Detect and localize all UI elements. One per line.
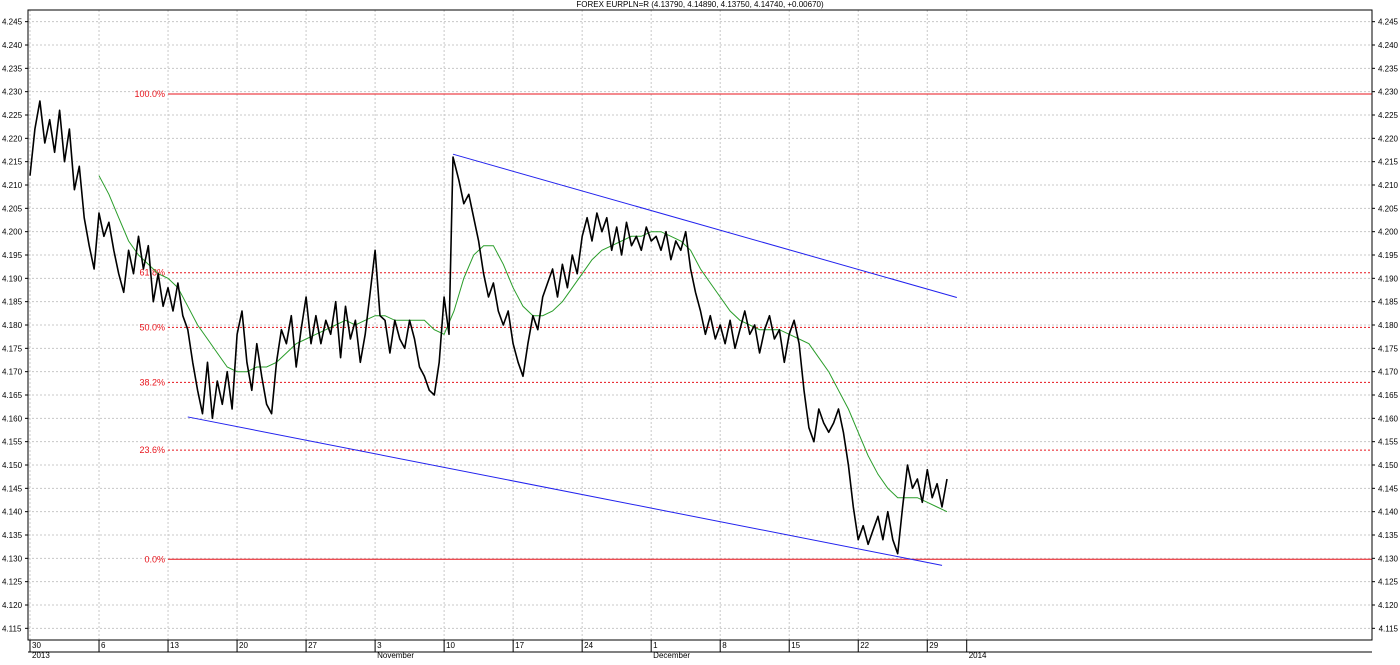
y-tick-label-right: 4.215 (1378, 158, 1399, 167)
y-tick-label-left: 4.170 (2, 368, 23, 377)
x-tick-label: 13 (170, 641, 179, 650)
y-tick-label-right: 4.165 (1378, 391, 1399, 400)
y-tick-label-right: 4.155 (1378, 438, 1399, 447)
y-tick-label-left: 4.240 (2, 41, 23, 50)
y-tick-label-left: 4.165 (2, 391, 23, 400)
y-tick-label-right: 4.210 (1378, 181, 1399, 190)
y-tick-label-right: 4.150 (1378, 461, 1399, 470)
y-tick-label-left: 4.195 (2, 251, 23, 260)
x-tick-label: 8 (722, 641, 727, 650)
y-tick-label-left: 4.225 (2, 111, 23, 120)
y-tick-label-right: 4.195 (1378, 251, 1399, 260)
y-tick-label-left: 4.175 (2, 344, 23, 353)
y-tick-label-right: 4.120 (1378, 601, 1399, 610)
x-tick-label: 1 (653, 641, 658, 650)
y-tick-label-right: 4.205 (1378, 204, 1399, 213)
y-tick-label-right: 4.235 (1378, 64, 1399, 73)
x-tick-label: 22 (860, 641, 869, 650)
y-tick-label-left: 4.130 (2, 554, 23, 563)
chart-title: FOREX EURPLN=R (4.13790, 4.14890, 4.1375… (576, 0, 824, 9)
y-tick-label-left: 4.220 (2, 134, 23, 143)
x-tick-label: 30 (32, 641, 41, 650)
y-tick-label-left: 4.230 (2, 88, 23, 97)
x-tick-label: 24 (584, 641, 593, 650)
y-tick-label-right: 4.180 (1378, 321, 1399, 330)
y-tick-label-right: 4.140 (1378, 508, 1399, 517)
y-tick-label-right: 4.125 (1378, 578, 1399, 587)
y-tick-label-left: 4.135 (2, 531, 23, 540)
y-tick-label-right: 4.225 (1378, 111, 1399, 120)
y-tick-label-right: 4.135 (1378, 531, 1399, 540)
y-tick-label-right: 4.160 (1378, 414, 1399, 423)
x-tick-sublabel: December (653, 651, 690, 660)
x-tick-label: 3 (377, 641, 382, 650)
y-tick-label-right: 4.145 (1378, 484, 1399, 493)
y-tick-label-left: 4.180 (2, 321, 23, 330)
y-tick-label-right: 4.185 (1378, 298, 1399, 307)
x-tick-label: 17 (515, 641, 524, 650)
y-tick-label-left: 4.210 (2, 181, 23, 190)
x-tick-sublabel: 2013 (32, 651, 50, 660)
y-tick-label-left: 4.125 (2, 578, 23, 587)
y-tick-label-left: 4.115 (2, 624, 22, 633)
y-tick-label-right: 4.115 (1379, 624, 1399, 633)
fib-level-label: 38.2% (139, 377, 165, 387)
y-tick-label-right: 4.200 (1378, 228, 1399, 237)
y-tick-label-left: 4.120 (2, 601, 23, 610)
series-price (29, 100, 948, 555)
x-tick-label: 27 (308, 641, 317, 650)
fib-level-label: 0.0% (144, 554, 165, 564)
x-tick-label: 6 (101, 641, 106, 650)
y-tick-label-right: 4.170 (1378, 368, 1399, 377)
y-tick-label-left: 4.215 (2, 158, 23, 167)
channel-line-lower (187, 416, 943, 566)
y-tick-label-left: 4.200 (2, 228, 23, 237)
x-tick-sublabel: 2014 (969, 651, 987, 660)
y-tick-label-left: 4.205 (2, 204, 23, 213)
y-tick-label-left: 4.155 (2, 438, 23, 447)
x-tick-label: 29 (929, 641, 938, 650)
y-tick-label-right: 4.245 (1378, 18, 1399, 27)
y-tick-label-left: 4.190 (2, 274, 23, 283)
y-tick-label-right: 4.240 (1378, 41, 1399, 50)
x-tick-label: 10 (446, 641, 455, 650)
x-tick-sublabel: November (377, 651, 414, 660)
fib-level-label: 100.0% (134, 89, 165, 99)
y-tick-label-right: 4.190 (1378, 274, 1399, 283)
fib-level-label: 23.6% (139, 445, 165, 455)
y-tick-label-left: 4.185 (2, 298, 23, 307)
y-tick-label-right: 4.230 (1378, 88, 1399, 97)
fib-level-label: 61.8% (139, 268, 165, 278)
channel-line-upper (452, 153, 957, 298)
y-tick-label-left: 4.245 (2, 18, 23, 27)
y-tick-label-right: 4.130 (1378, 554, 1399, 563)
y-tick-label-left: 4.145 (2, 484, 23, 493)
y-tick-label-right: 4.175 (1378, 344, 1399, 353)
x-tick-label: 20 (239, 641, 248, 650)
y-tick-label-right: 4.220 (1378, 134, 1399, 143)
series-moving-average (98, 175, 948, 513)
y-tick-label-left: 4.160 (2, 414, 23, 423)
y-tick-label-left: 4.150 (2, 461, 23, 470)
fib-level-label: 50.0% (139, 322, 165, 332)
x-tick-label: 15 (791, 641, 800, 650)
y-tick-label-left: 4.140 (2, 508, 23, 517)
y-tick-label-left: 4.235 (2, 64, 23, 73)
